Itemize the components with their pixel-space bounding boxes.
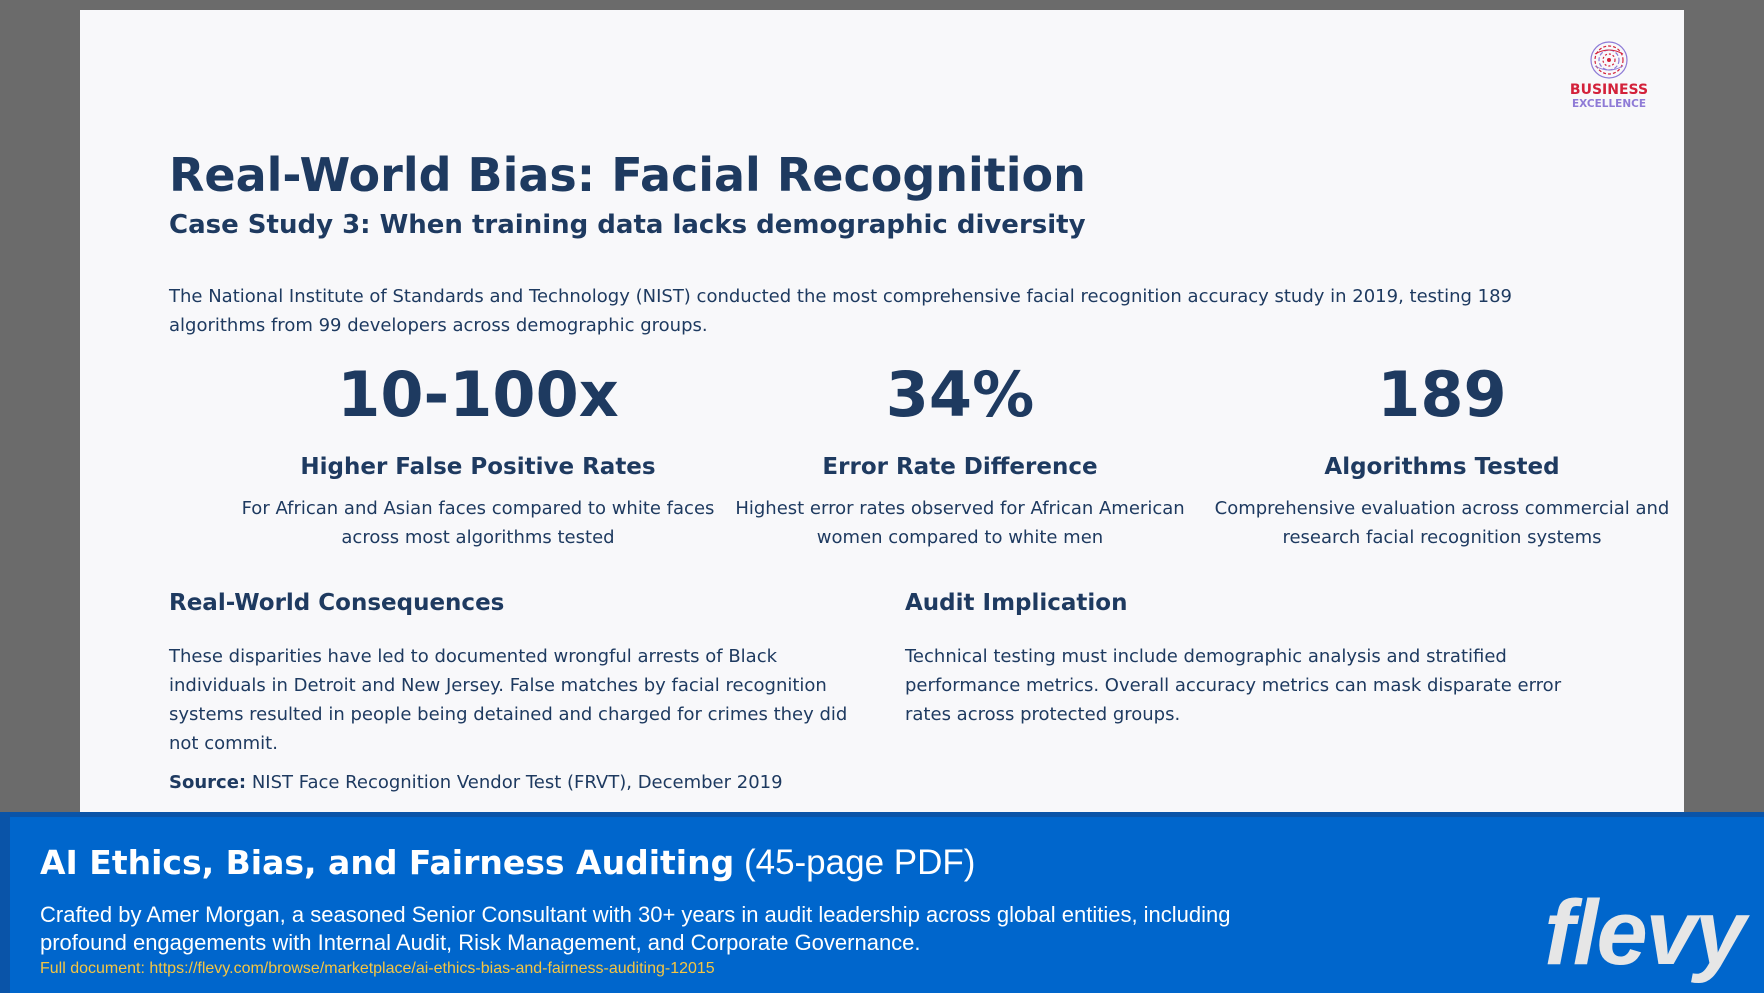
document-description: Crafted by Amer Morgan, a seasoned Senio… bbox=[40, 902, 1231, 955]
stat-description: For African and Asian faces compared to … bbox=[241, 498, 715, 548]
stat-label: Higher False Positive Rates bbox=[300, 454, 656, 480]
document-title-main: AI Ethics, Bias, and Fairness Auditing bbox=[40, 843, 735, 882]
consequences-body: These disparities have led to documented… bbox=[169, 646, 848, 754]
stat-label: Error Rate Difference bbox=[822, 454, 1098, 480]
stat-error-rate: 34% Error Rate Difference Highest error … bbox=[718, 350, 1202, 552]
source-text: NIST Face Recognition Vendor Test (FRVT)… bbox=[246, 772, 783, 793]
slide: BUSINESS EXCELLENCE Real-World Bias: Fac… bbox=[80, 10, 1684, 812]
stat-value: 10-100x bbox=[337, 358, 619, 431]
banner-accent-strip bbox=[0, 817, 10, 993]
document-link[interactable]: Full document: https://flevy.com/browse/… bbox=[40, 960, 715, 977]
stat-description: Comprehensive evaluation across commerci… bbox=[1214, 498, 1670, 548]
slide-subtitle: Case Study 3: When training data lacks d… bbox=[169, 210, 1086, 240]
stat-label: Algorithms Tested bbox=[1324, 454, 1560, 480]
business-excellence-logo: BUSINESS EXCELLENCE bbox=[1564, 40, 1654, 110]
slide-title: Real-World Bias: Facial Recognition bbox=[169, 148, 1086, 202]
source-citation: Source: NIST Face Recognition Vendor Tes… bbox=[169, 768, 783, 797]
stat-value: 34% bbox=[885, 358, 1035, 431]
audit-body: Technical testing must include demograph… bbox=[905, 646, 1562, 725]
audit-heading: Audit Implication bbox=[905, 590, 1128, 616]
consequences-heading: Real-World Consequences bbox=[169, 590, 505, 616]
fingerprint-globe-icon bbox=[1590, 41, 1628, 79]
document-page-count: (45-page PDF) bbox=[734, 843, 976, 882]
stat-description: Highest error rates observed for African… bbox=[735, 498, 1185, 548]
source-label: Source: bbox=[169, 772, 247, 793]
document-title: AI Ethics, Bias, and Fairness Auditing (… bbox=[40, 843, 975, 883]
flevy-logo[interactable]: flevy bbox=[1544, 882, 1746, 984]
logo-text-business: BUSINESS bbox=[1569, 82, 1649, 98]
logo-text-excellence: EXCELLENCE bbox=[1572, 98, 1646, 110]
stat-false-positive: 10-100x Higher False Positive Rates For … bbox=[236, 350, 720, 552]
stat-value: 189 bbox=[1377, 358, 1507, 431]
intro-paragraph: The National Institute of Standards and … bbox=[169, 286, 1512, 336]
stat-algorithms-tested: 189 Algorithms Tested Comprehensive eval… bbox=[1200, 350, 1684, 552]
document-banner: AI Ethics, Bias, and Fairness Auditing (… bbox=[0, 812, 1764, 993]
